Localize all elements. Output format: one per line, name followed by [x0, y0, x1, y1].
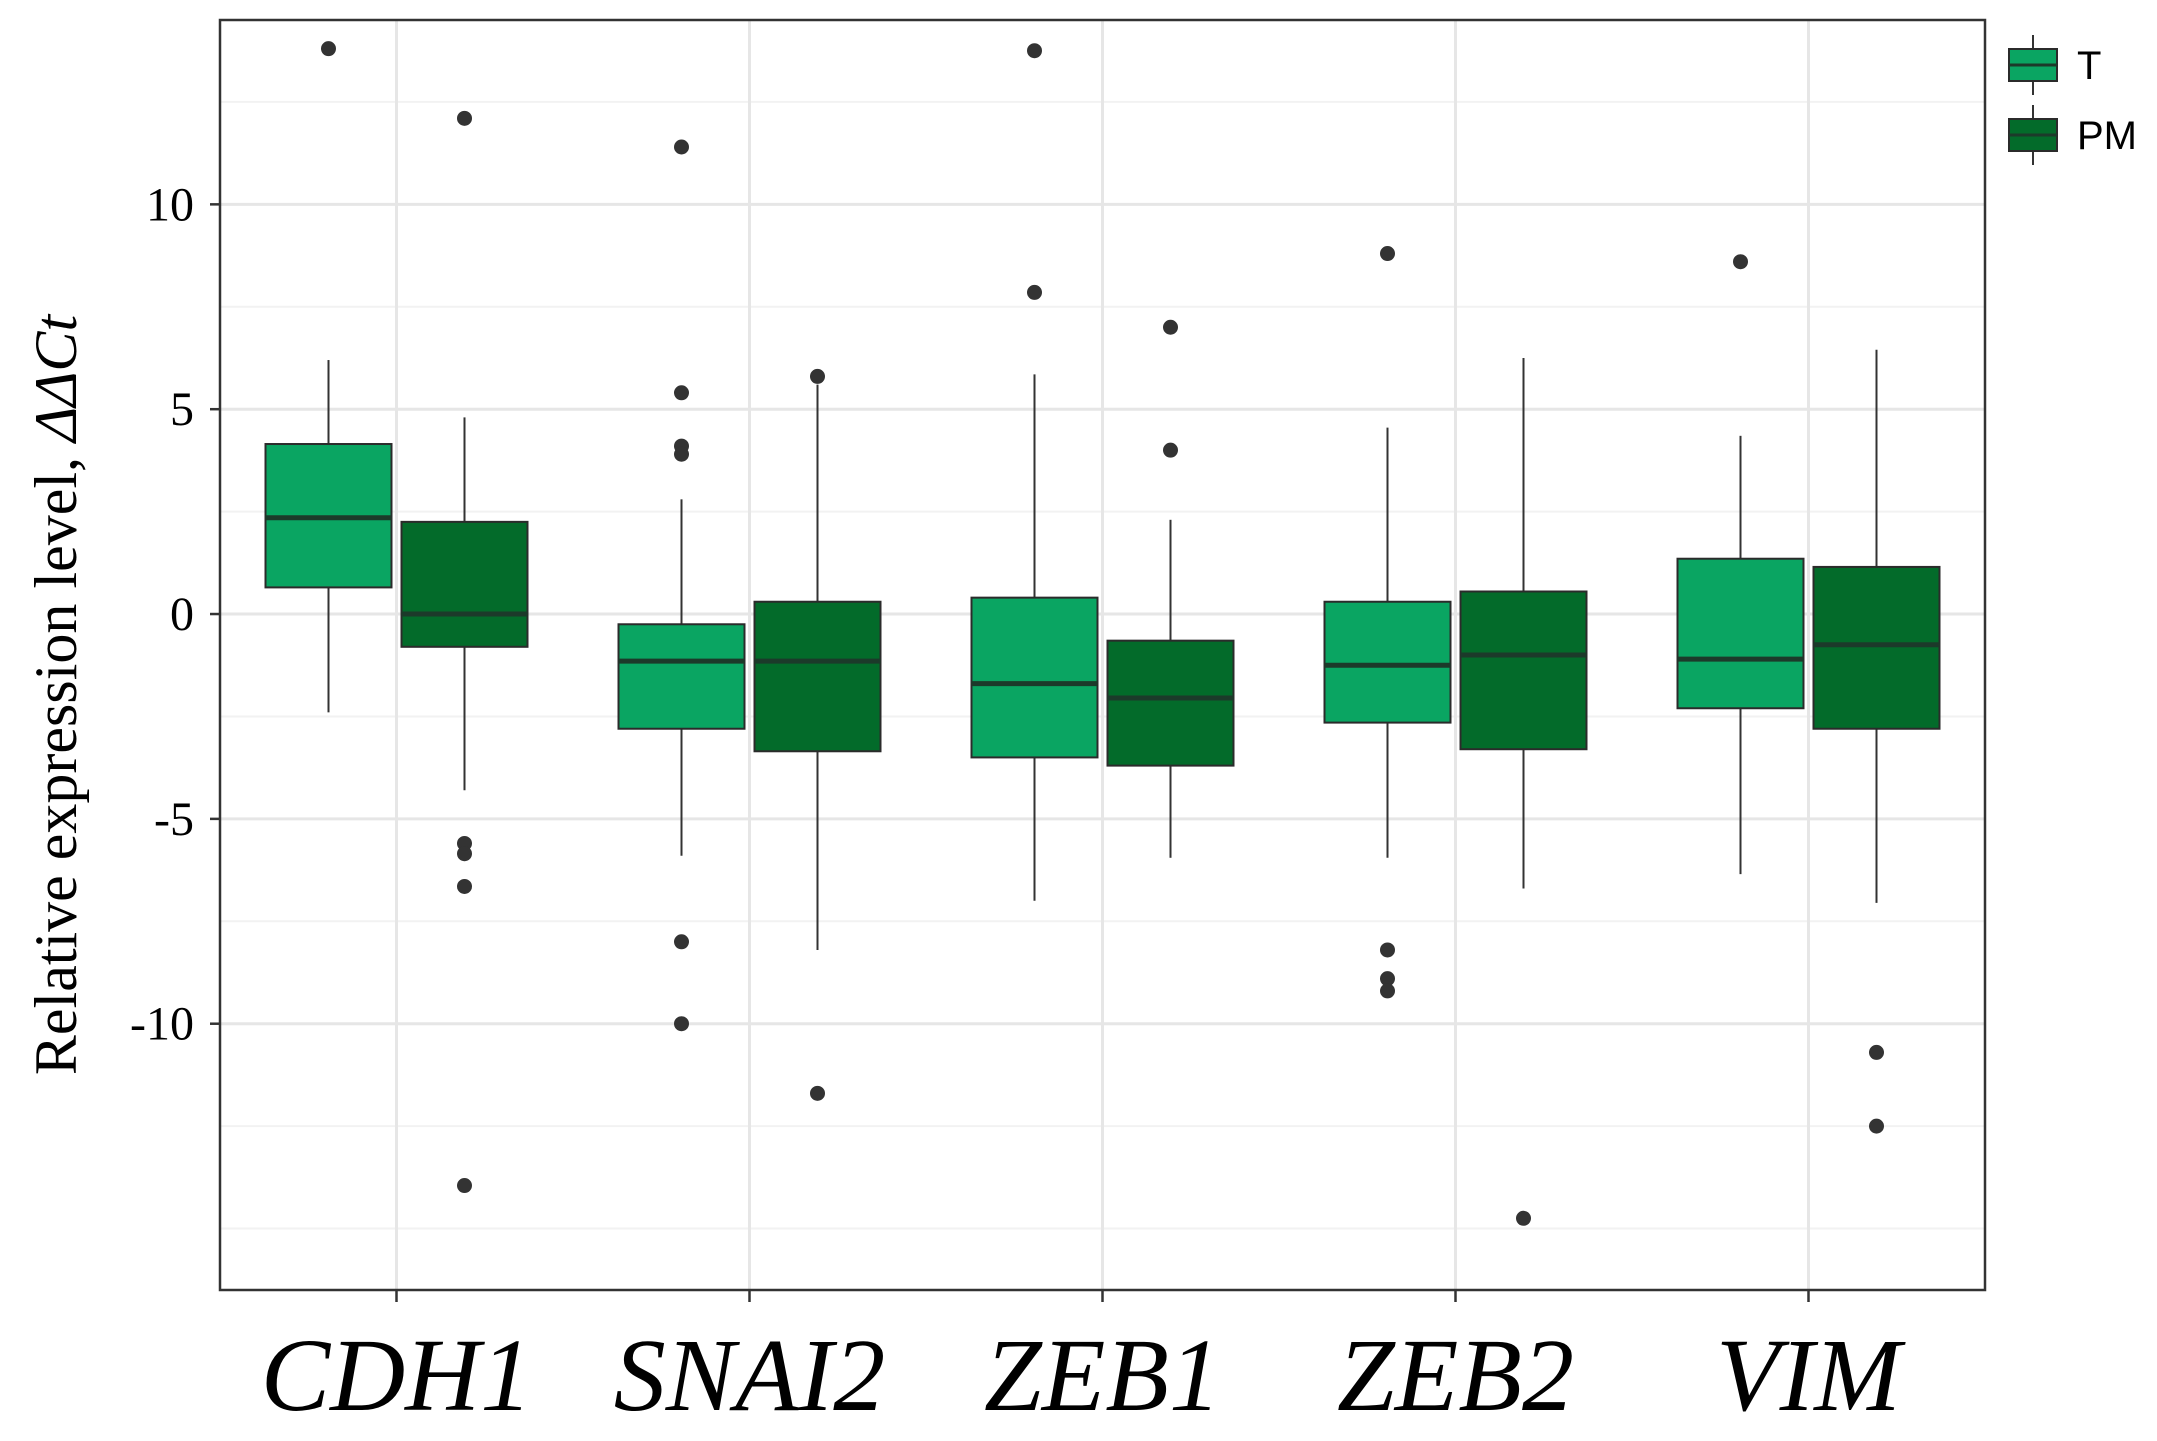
- legend: T PM: [2008, 35, 2137, 165]
- box-pm-vim: [1812, 349, 1941, 1134]
- box-t-zeb1: [970, 43, 1099, 901]
- outlier-point: [457, 846, 472, 862]
- axis-layer: 10 5 0 -5 -10 CDH1 SNAI2 ZEB1 ZEB2 VIM: [130, 178, 1906, 1433]
- outlier-point: [1516, 1210, 1531, 1226]
- box-pm-zeb1: [1106, 319, 1235, 858]
- outlier-point: [457, 878, 472, 894]
- outlier-point: [1380, 983, 1395, 999]
- x-tick-label: CDH1: [261, 1318, 533, 1433]
- box-body: [970, 596, 1099, 759]
- outlier-point: [1163, 442, 1178, 458]
- box-t-zeb2: [1323, 246, 1452, 999]
- outlier-point: [457, 110, 472, 126]
- x-tick-label: SNAI2: [614, 1318, 886, 1433]
- legend-item-t: T: [2008, 35, 2101, 95]
- box-body: [1323, 600, 1452, 724]
- y-tick-label: -5: [154, 793, 194, 846]
- legend-label: T: [2077, 44, 2101, 88]
- legend-item-pm: PM: [2008, 105, 2137, 165]
- outlier-point: [810, 1085, 825, 1101]
- box-body: [1676, 557, 1805, 710]
- box-layer: [264, 41, 1941, 1226]
- box-body: [1812, 565, 1941, 730]
- outlier-point: [1163, 319, 1178, 335]
- y-tick-label: 0: [170, 588, 194, 641]
- outlier-point: [1733, 254, 1748, 270]
- box-body: [400, 520, 529, 648]
- legend-label: PM: [2077, 114, 2137, 158]
- outlier-point: [1869, 1118, 1884, 1134]
- box-pm-snai2: [753, 368, 882, 1101]
- box-body: [1106, 639, 1235, 767]
- outlier-point: [810, 368, 825, 384]
- box-t-vim: [1676, 254, 1805, 875]
- box-pm-zeb2: [1459, 357, 1588, 1226]
- y-axis-title-italic: ΔΔCt: [23, 314, 89, 444]
- outlier-point: [1027, 43, 1042, 59]
- y-tick-label: 10: [146, 178, 194, 231]
- box-body: [753, 600, 882, 753]
- box-body: [1459, 590, 1588, 751]
- y-tick-label: 5: [170, 383, 194, 436]
- x-tick-label: VIM: [1716, 1318, 1906, 1433]
- box-pm-cdh1: [400, 110, 529, 1194]
- y-axis-title: Relative expression level, ΔΔCt: [23, 314, 89, 1076]
- outlier-point: [674, 139, 689, 155]
- outlier-point: [674, 934, 689, 950]
- outlier-point: [321, 41, 336, 57]
- outlier-point: [674, 1016, 689, 1032]
- outlier-point: [674, 385, 689, 401]
- outlier-point: [674, 446, 689, 462]
- outlier-point: [457, 1178, 472, 1194]
- outlier-point: [1027, 284, 1042, 300]
- outlier-point: [1380, 971, 1395, 987]
- outlier-point: [1869, 1044, 1884, 1060]
- y-axis-title-main: Relative expression level,: [23, 442, 89, 1075]
- outlier-point: [1380, 942, 1395, 958]
- x-tick-label: ZEB2: [1337, 1318, 1574, 1433]
- y-tick-label: -10: [130, 998, 194, 1051]
- box-body: [617, 623, 746, 730]
- outlier-point: [1380, 246, 1395, 262]
- box-t-cdh1: [264, 41, 393, 713]
- box-t-snai2: [617, 139, 746, 1032]
- x-tick-label: ZEB1: [984, 1318, 1221, 1433]
